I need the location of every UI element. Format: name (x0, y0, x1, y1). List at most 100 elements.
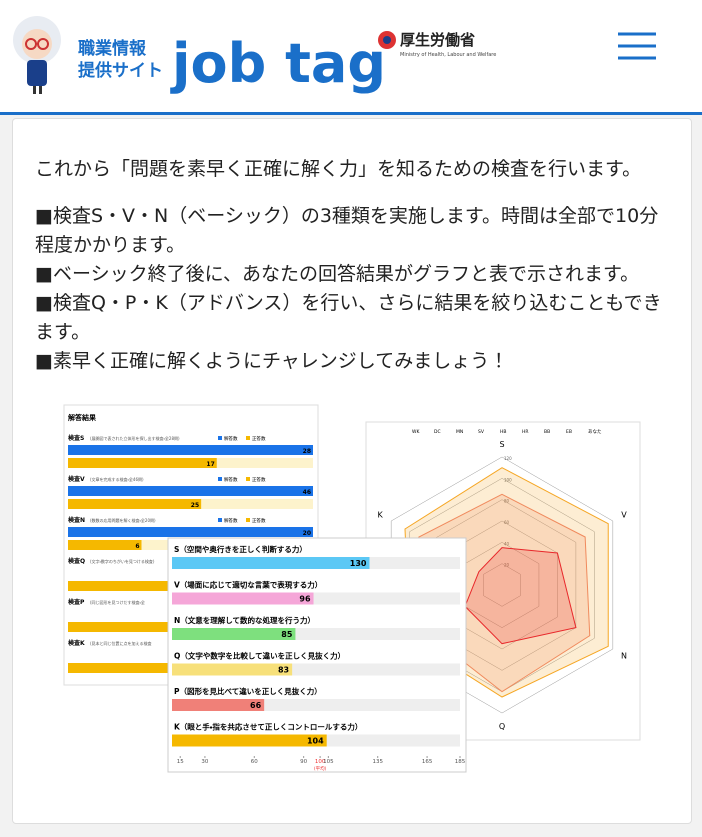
ministry: 厚生労働省 (400, 31, 475, 49)
bar (172, 663, 293, 676)
item: ■検査Q・P・K（アドバンス）を行い、さらに結果を絞り込むこともできます。 (35, 292, 662, 343)
value-label: 6 (135, 543, 139, 550)
tick-label: 120 (504, 456, 512, 461)
tick-label: 20 (504, 563, 510, 568)
bar-caption: V（場面に応じて適切な言葉で表現する力） (174, 580, 322, 590)
value-label: 17 (206, 461, 214, 468)
description: (同じ図形を見つけだす検査・全 (90, 599, 145, 605)
tick-label: 80 (504, 499, 510, 504)
legend-item: BB (544, 429, 550, 435)
tick-label: 135 (372, 759, 383, 765)
legend-item: MN (456, 429, 463, 435)
value-label: 96 (299, 595, 311, 604)
bar (68, 527, 313, 537)
legend-label: 正答数 (252, 517, 266, 524)
bar (172, 734, 327, 747)
legend-swatch (246, 477, 250, 481)
tick-label: 15 (177, 759, 184, 765)
legend-item: EB (566, 429, 572, 435)
site-label: 職業情報 (78, 38, 147, 59)
bar (68, 458, 217, 468)
axis-label: N (621, 651, 627, 660)
legend-swatch (246, 518, 250, 522)
header-graphics: 職業情報 提供サイト job tag 厚生労働省 Ministry of Hea… (13, 16, 656, 95)
tick-label: 30 (201, 759, 208, 765)
tick-label: 105 (323, 759, 334, 765)
legend-label: 解答数 (224, 476, 238, 483)
category: 検査P (68, 598, 85, 606)
value-label: 28 (303, 448, 311, 455)
site-label: 提供サイト (78, 60, 163, 81)
bar (68, 486, 313, 496)
value-label: 130 (350, 559, 367, 568)
legend-label: 解答数 (224, 435, 238, 442)
bar-caption: P（図形を見比べて違いを正しく見抜く力） (174, 686, 322, 696)
bar (172, 557, 370, 569)
legend-item: WK (412, 429, 420, 435)
category: 検査S (68, 434, 84, 442)
tick-label: 40 (504, 541, 510, 546)
category: 検査N (68, 516, 85, 524)
mascot (13, 16, 61, 94)
legend-swatch (218, 436, 222, 440)
legend-swatch (218, 518, 222, 522)
series-shape (464, 547, 577, 645)
legend-swatch (218, 477, 222, 481)
menu-button[interactable] (618, 32, 656, 60)
description: (展開図で表された立体形を探し出す検査・全28問) (90, 435, 180, 441)
bar-caption: N（文意を理解して数的な処理を行う力） (174, 615, 315, 625)
grid-ring (390, 456, 614, 714)
value-label: 104 (307, 737, 324, 746)
bar (68, 445, 313, 455)
legend-label: 正答数 (252, 435, 266, 442)
description: (文字・数字のちがいを見つける検査) (90, 558, 155, 564)
description: (数数の応用問題を解く検査・全20問) (90, 517, 156, 523)
grid-ring (483, 563, 521, 607)
bar (68, 499, 202, 509)
category: 検査V (68, 475, 85, 483)
tick-label: 60 (504, 520, 510, 525)
axis-label: V (621, 511, 627, 520)
tick-label: 90 (300, 759, 307, 765)
text: これから「問題を素早く正確に解く力」を知るための検査を行います。 ■検査S・V・… (35, 155, 665, 376)
intro: これから「問題を素早く正確に解く力」を知るための検査を行います。 (35, 158, 642, 180)
bar (68, 540, 142, 550)
brand[interactable]: job tag (170, 32, 386, 95)
bar (172, 628, 296, 640)
legend-label: 解答数 (224, 517, 238, 524)
bar (172, 699, 265, 711)
value-label: 25 (191, 502, 199, 509)
item: ■ベーシック終了後に、あなたの回答結果がグラフと表で示されます。 (35, 263, 640, 285)
legend-item: DC (434, 429, 441, 435)
annotation: (平均) (314, 765, 327, 772)
panel-title: 解答結果 (67, 413, 96, 422)
category: 検査K (68, 639, 85, 647)
value-label: 85 (281, 630, 293, 639)
axis-label: S (499, 440, 504, 449)
description: (文章を完成する検査・全46問) (90, 476, 144, 482)
header: 職業情報 提供サイト job tag 厚生労働省 Ministry of Hea… (0, 0, 702, 115)
tick-label: 185 (455, 759, 466, 765)
value-label: 83 (278, 666, 289, 675)
legend-item: HB (500, 429, 506, 435)
tick-label: 60 (251, 759, 258, 765)
legend-item: HR (522, 429, 529, 435)
item: ■検査S・V・N（ベーシック）の3種類を実施します。時間は全部で10分程度かかり… (35, 205, 659, 256)
value-label: 20 (303, 530, 311, 537)
value-label: 66 (250, 701, 262, 710)
bar-caption: K（眼と手・指を共応させて正しくコントロールする力） (174, 722, 362, 732)
axis-label: K (377, 511, 383, 520)
tick-label: 165 (422, 759, 433, 765)
bar (172, 592, 314, 605)
tick-label: 100 (315, 759, 326, 765)
legend-swatch (246, 436, 250, 440)
overlay-panel (167, 537, 467, 773)
axis-label: Q (499, 722, 505, 731)
legend-label: 正答数 (252, 476, 266, 483)
item: ■素早く正確に解くようにチャレンジしてみましょう！ (35, 350, 509, 372)
value-label: 46 (303, 489, 311, 496)
category: 検査Q (68, 557, 85, 565)
description: (見本と同じ位置に点を加える検査 (90, 640, 151, 646)
